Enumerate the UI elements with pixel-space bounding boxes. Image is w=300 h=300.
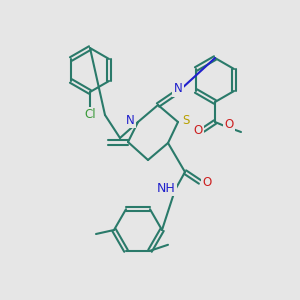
Text: Cl: Cl [84,109,96,122]
Text: NH: NH [157,182,175,194]
Text: N: N [174,82,182,95]
Text: S: S [182,113,190,127]
Text: O: O [194,124,202,136]
Text: N: N [126,113,134,127]
Text: O: O [202,176,211,188]
Text: O: O [224,118,234,131]
